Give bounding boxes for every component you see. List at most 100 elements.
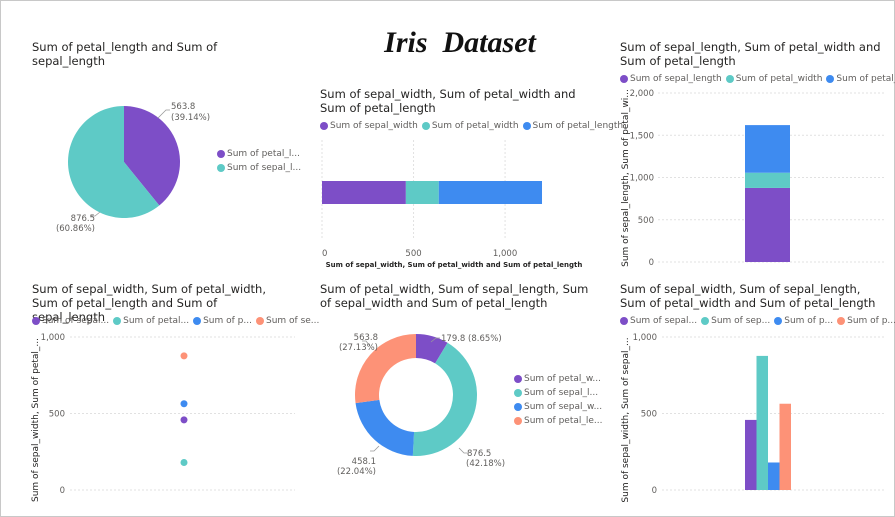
chart-legend[interactable]: Sum of petal_w... Sum of sepal_l... Sum … [514,374,603,426]
data-label: 563.8 [354,333,378,343]
data-label: (42.18%) [466,459,505,469]
legend-item-sepal-length[interactable]: Sum of sepal_l... [514,388,603,398]
x-tick-label: 1,000 [493,249,517,259]
legend-item-sepal-length[interactable]: Sum of sepal_length [620,74,722,84]
chart-title: Sum of sepal_length, Sum of petal_width … [620,40,881,68]
legend-dot [217,150,225,158]
dashboard-title: Iris Dataset [384,26,536,59]
bar-segment[interactable] [745,187,790,262]
bar-segment[interactable] [405,181,439,204]
legend-label: Sum of sepal_width [330,121,418,131]
legend-label: Sum of sep... [711,316,771,326]
legend-item-petal-width[interactable]: Sum of petal_width [421,121,519,131]
leader-line[interactable] [430,337,440,343]
pie-slice[interactable] [67,106,160,218]
legend-item-petal-length[interactable]: Sum of petal_length [522,121,623,131]
pie-slice[interactable] [124,106,180,206]
legend-item-petal-width[interactable]: Sum of petal_w... [514,374,603,384]
data-label: 563.8 [171,102,195,112]
legend-label: Sum of petal_l... [836,74,895,84]
donut-slice[interactable] [355,399,415,456]
legend-label: Sum of sepal_w... [524,402,603,412]
donut-slice[interactable] [416,334,448,364]
bar-segment[interactable] [438,181,543,204]
y-tick-label: 0 [652,486,657,496]
y-tick-label: 500 [641,410,657,420]
legend-item-petal-width[interactable]: Sum of petal_width [725,74,823,84]
leader-line[interactable] [362,340,371,347]
leader-line[interactable] [157,109,170,119]
chart-legend[interactable]: Sum of sepal... Sum of petal... Sum of p… [32,316,319,326]
legend-label: Sum of petal... [123,316,190,326]
legend-item-petal-length[interactable]: Sum of petal_le... [514,416,603,426]
chart-legend[interactable]: Sum of petal_l... Sum of sepal_l... [217,149,301,173]
legend-dot [514,375,522,383]
scatter-point[interactable] [180,400,188,408]
bar[interactable] [779,403,792,490]
bar[interactable] [745,419,757,490]
legend-item-petal-width[interactable]: Sum of petal... [113,316,189,326]
legend-dot [320,122,328,130]
data-label: (27.13%) [339,343,378,353]
bar[interactable] [756,355,769,490]
legend-item-sepal-width[interactable]: Sum of sepal... [32,316,109,326]
card-donut[interactable]: Sum of petal_width, Sum of sepal_length,… [300,270,603,517]
legend-item-sepal-width[interactable]: Sum of sepal_w... [514,402,603,412]
x-axis-label: Sum of sepal_width, Sum of petal_width a… [326,261,583,269]
card-scatter[interactable]: Sum of sepal_width, Sum of petal_width, … [0,270,319,517]
leader-line[interactable] [370,445,380,452]
legend-dot [514,389,522,397]
leader-line[interactable] [458,447,468,454]
card-stacked-column[interactable]: Sum of sepal_length, Sum of petal_width … [600,0,895,270]
bar-segment[interactable] [745,125,790,173]
scatter-point[interactable] [180,458,188,466]
bar-chart[interactable]: 0 500 1,000 Sum of sepal_width, Sum of peta… [300,0,600,270]
legend-item-petal-length[interactable]: Sum of p... [193,316,252,326]
chart-legend[interactable]: Sum of sepal... Sum of sep... Sum of p..… [620,316,895,326]
donut-chart[interactable]: 179.8 (8.65%) 876.5(42.18%) 458.1(22.04%) 5… [300,270,600,517]
legend-item-sepal-width[interactable]: Sum of sepal... [620,316,697,326]
scatter-point[interactable] [180,352,188,360]
bar[interactable] [768,462,780,490]
chart-legend[interactable]: Sum of sepal_length Sum of petal_width S… [620,74,895,84]
legend-item-sepal-length[interactable]: Sum of sepal_l... [217,163,301,173]
data-label: (22.04%) [337,467,376,477]
data-label: 876.5 [71,214,95,224]
leader-line[interactable] [90,211,101,217]
legend-item-petal-length[interactable]: Sum of petal_l... [826,74,895,84]
legend-label: Sum of sepal_l... [227,163,302,173]
bar-segment[interactable] [322,181,406,204]
card-pie-petal-sepal-length[interactable]: Sum of petal_length and Sum of sepal_len… [0,0,301,270]
y-tick-label: 500 [49,410,65,420]
legend-item-petal-length[interactable]: Sum of petal_l... [217,149,301,159]
chart-legend[interactable]: Sum of sepal_width Sum of petal_width Su… [320,121,623,131]
legend-label: Sum of petal_le... [524,416,603,426]
y-tick-label: 0 [60,486,65,496]
donut-slice[interactable] [412,342,477,456]
y-axis-label: Sum of sepal_width, Sum of petal_... [31,338,41,502]
legend-label: Sum of p... [847,316,895,326]
legend-item-petal-length[interactable]: Sum of p... [837,316,895,326]
legend-item-sepal-length[interactable]: Sum of sep... [701,316,770,326]
legend-dot [620,317,628,325]
bar-segment[interactable] [745,172,790,188]
card-clustered-column[interactable]: Sum of sepal_width, Sum of sepal_length,… [600,270,895,517]
legend-label: Sum of petal_w... [524,374,601,384]
y-tick-label: 1,000 [41,333,65,343]
legend-label: Sum of sepal... [42,316,110,326]
legend-item-sepal-width[interactable]: Sum of sepal_width [320,121,418,131]
card-bar-horizontal[interactable]: Sum of sepal_width, Sum of petal_width a… [300,0,623,270]
legend-item-petal-width[interactable]: Sum of p... [774,316,833,326]
legend-dot [217,164,225,172]
legend-dot [774,317,783,325]
legend-item-sepal-length[interactable]: Sum of se... [255,316,319,326]
pie-chart[interactable]: 563.8(39.14%) 876.5(60.86%) [0,0,300,270]
legend-label: Sum of sepal_length [630,74,722,84]
scatter-point[interactable] [180,416,188,424]
donut-slice[interactable] [355,334,416,404]
legend-label: Sum of petal_width [735,74,823,84]
legend-label: Sum of petal_l... [227,149,300,159]
